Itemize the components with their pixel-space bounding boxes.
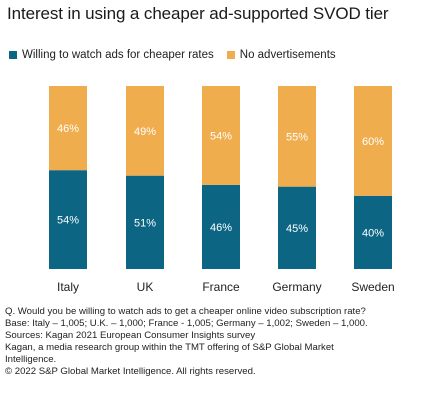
x-tick-label-sweden: Sweden — [351, 280, 394, 294]
legend-swatch-willing — [9, 51, 17, 59]
data-label-france-willing: 46% — [210, 222, 232, 234]
data-label-sweden-no-ads: 60% — [362, 136, 384, 148]
x-tick-label-italy: Italy — [57, 280, 79, 294]
bar-uk-no-ads — [126, 86, 164, 176]
bar-sweden-no-ads — [354, 86, 392, 196]
note-question: Q. Would you be willing to watch ads to … — [5, 306, 366, 317]
bar-uk-willing — [126, 175, 164, 269]
bar-germany-willing — [278, 186, 316, 269]
bar-france-no-ads — [202, 86, 240, 185]
data-label-france-no-ads: 54% — [210, 130, 232, 142]
bar-germany-no-ads — [278, 86, 316, 187]
legend-item-no-ads: No advertisements — [226, 49, 336, 61]
note-copyright: © 2022 S&P Global Market Intelligence. A… — [5, 366, 256, 378]
bar-france-willing — [202, 184, 240, 269]
legend-item-willing: Willing to watch ads for cheaper rates — [9, 49, 214, 61]
data-label-uk-willing: 51% — [134, 217, 156, 229]
x-tick-label-germany: Germany — [272, 280, 321, 294]
bar-italy-no-ads — [49, 86, 87, 171]
data-label-uk-no-ads: 49% — [134, 126, 156, 138]
data-label-germany-willing: 45% — [286, 223, 308, 235]
chart-notes: Q. Would you be willing to watch ads to … — [5, 306, 423, 379]
data-label-italy-no-ads: 46% — [57, 123, 79, 135]
bar-sweden-willing — [354, 195, 392, 269]
stacked-bar-chart: 54% 46% Italy 51% 49% UK 46% 54% France 45% 55% Ger… — [49, 86, 395, 294]
note-kagan-cont: Intelligence. — [5, 354, 57, 366]
legend-label-willing: Willing to watch ads for cheaper rates — [22, 49, 214, 61]
note-base: Base: Italy – 1,005; U.K. – 1,000; Franc… — [5, 318, 368, 330]
bar-italy-willing — [49, 170, 87, 269]
data-label-sweden-willing: 40% — [362, 227, 384, 239]
x-tick-label-france: France — [202, 280, 240, 294]
legend-label-no-ads: No advertisements — [239, 49, 336, 61]
data-label-italy-willing: 54% — [57, 215, 79, 227]
data-label-germany-no-ads: 55% — [286, 131, 308, 143]
legend-swatch-no-ads — [226, 51, 235, 59]
note-kagan: Kagan, a media research group within the… — [5, 342, 334, 354]
note-sources: Sources: Kagan 2021 European Consumer In… — [5, 330, 256, 342]
x-tick-label-uk: UK — [137, 280, 154, 294]
chart-title: Interest in using a cheaper ad-supported… — [7, 4, 389, 23]
chart-legend: Willing to watch ads for cheaper rates N… — [9, 49, 349, 61]
